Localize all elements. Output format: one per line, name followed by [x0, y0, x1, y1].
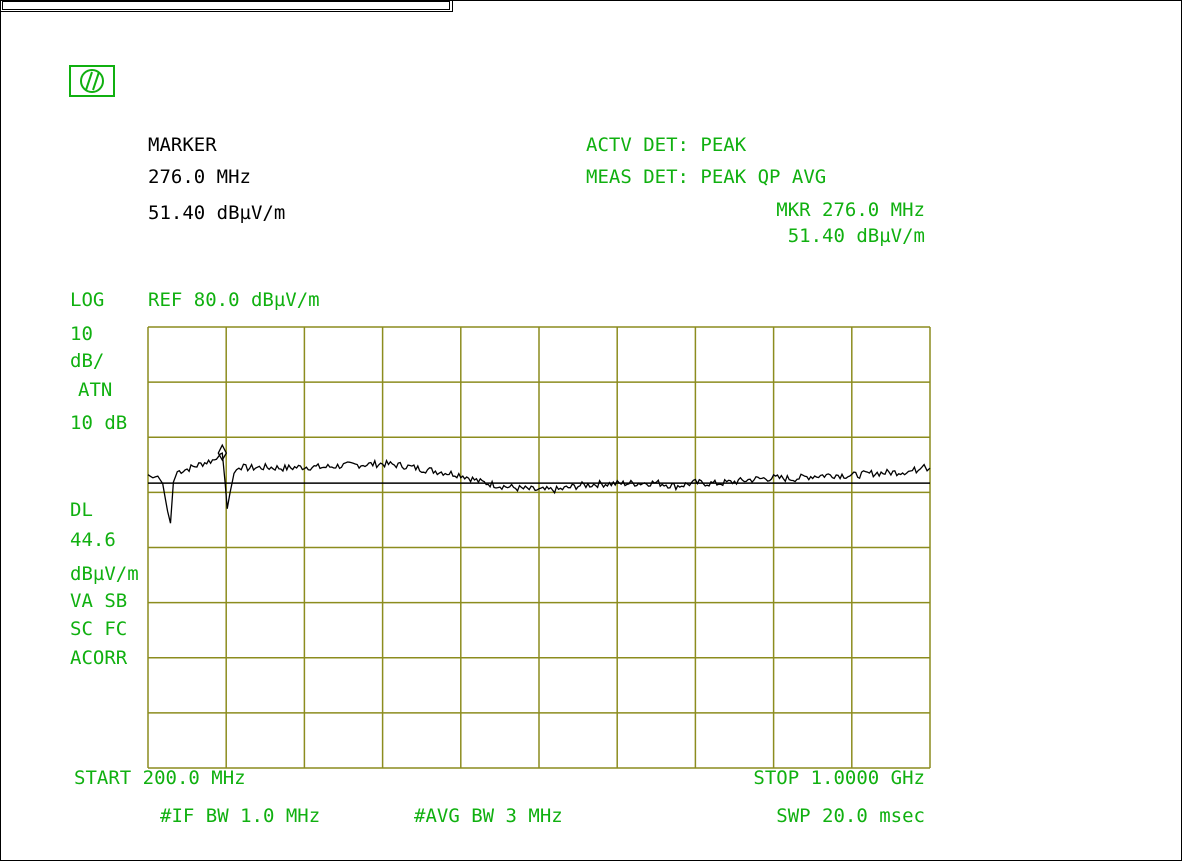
avg-bandwidth: #AVG BW 3 MHz: [414, 805, 563, 827]
sweep-time: SWP 20.0 msec: [776, 805, 925, 827]
marker-readout-level: 51.40 dBµV/m: [788, 225, 925, 247]
attenuation-value: 10 dB: [70, 412, 127, 434]
marker-point: [217, 443, 228, 462]
scale-unit: dB/: [70, 350, 104, 372]
window-tab-strip: [0, 0, 453, 12]
plot-area: [147, 443, 931, 524]
acorr-label: ACORR: [70, 647, 128, 669]
va-sb-label: VA SB: [70, 590, 127, 612]
start-frequency: START 200.0 MHz: [74, 767, 246, 789]
display-line-label: DL: [70, 499, 93, 521]
stop-frequency: STOP 1.0000 GHz: [753, 767, 925, 789]
marker-level: 51.40 dBµV/m: [148, 202, 285, 224]
marker-frequency: 276.0 MHz: [148, 166, 251, 188]
series-trace: [147, 452, 931, 524]
scale-value: 10: [70, 323, 93, 345]
measure-detector: MEAS DET: PEAK QP AVG: [586, 166, 826, 188]
marker-title: MARKER: [148, 134, 217, 156]
if-bandwidth: #IF BW 1.0 MHz: [160, 805, 320, 827]
display-line-unit: dBµV/m: [70, 563, 139, 585]
graticule: [147, 326, 931, 769]
active-detector: ACTV DET: PEAK: [586, 134, 747, 156]
marker-readout-frequency: MKR 276.0 MHz: [776, 199, 925, 221]
attenuation-label: ATN: [78, 379, 112, 401]
sc-fc-label: SC FC: [70, 618, 127, 640]
hp-logo-icon: [69, 65, 115, 97]
log-scale-label: LOG: [70, 289, 104, 311]
reference-level: REF 80.0 dBµV/m: [148, 289, 320, 311]
display-line-value: 44.6: [70, 529, 116, 551]
